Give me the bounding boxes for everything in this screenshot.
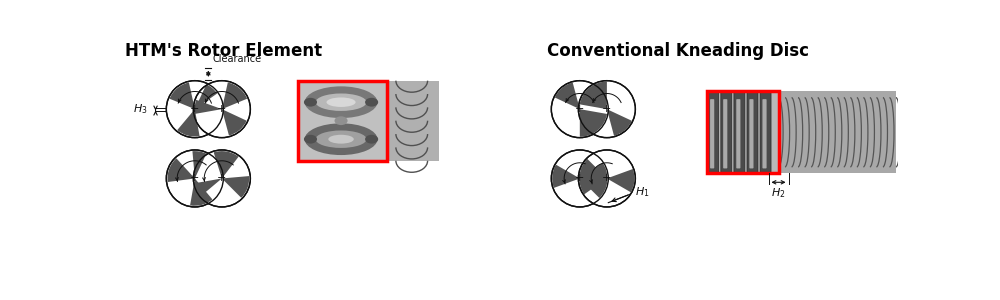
Ellipse shape	[365, 98, 378, 106]
FancyBboxPatch shape	[708, 92, 719, 172]
Wedge shape	[607, 109, 632, 136]
Ellipse shape	[305, 86, 377, 118]
FancyBboxPatch shape	[723, 99, 727, 168]
Ellipse shape	[304, 98, 317, 106]
Text: +: +	[190, 104, 200, 114]
Text: +: +	[190, 173, 200, 184]
FancyBboxPatch shape	[734, 92, 745, 172]
FancyBboxPatch shape	[747, 92, 758, 172]
Text: $H_1$: $H_1$	[635, 186, 650, 200]
Circle shape	[578, 81, 635, 138]
Ellipse shape	[305, 123, 377, 155]
Wedge shape	[579, 159, 607, 194]
Wedge shape	[195, 100, 222, 114]
Wedge shape	[222, 176, 249, 198]
Circle shape	[166, 81, 223, 138]
Wedge shape	[190, 178, 212, 206]
Wedge shape	[555, 82, 580, 109]
Text: +: +	[602, 173, 612, 184]
Circle shape	[193, 81, 250, 138]
FancyBboxPatch shape	[736, 99, 740, 168]
Bar	[298, 81, 387, 161]
Text: $H_3$: $H_3$	[133, 102, 148, 116]
Bar	[707, 92, 896, 173]
Text: $H_2$: $H_2$	[771, 186, 786, 200]
FancyBboxPatch shape	[721, 92, 732, 172]
FancyBboxPatch shape	[760, 92, 771, 172]
Ellipse shape	[328, 135, 354, 144]
Ellipse shape	[365, 135, 378, 144]
Ellipse shape	[316, 130, 367, 148]
Wedge shape	[222, 109, 247, 136]
Circle shape	[578, 150, 635, 207]
Text: Clearance: Clearance	[213, 54, 262, 64]
Bar	[387, 81, 439, 161]
Circle shape	[551, 81, 608, 138]
Text: HTM's Rotor Element: HTM's Rotor Element	[125, 42, 322, 60]
Bar	[298, 81, 387, 161]
Circle shape	[551, 150, 608, 207]
Ellipse shape	[326, 98, 356, 107]
Text: +: +	[575, 104, 585, 114]
FancyBboxPatch shape	[710, 99, 714, 168]
Bar	[779, 92, 896, 173]
Wedge shape	[580, 163, 607, 198]
Text: +: +	[602, 104, 612, 114]
Wedge shape	[607, 169, 635, 192]
Ellipse shape	[316, 94, 367, 111]
Wedge shape	[580, 82, 607, 109]
Wedge shape	[214, 151, 239, 178]
Text: +: +	[217, 173, 227, 184]
Ellipse shape	[304, 135, 317, 144]
Wedge shape	[222, 82, 247, 109]
Wedge shape	[552, 165, 580, 188]
Bar	[298, 81, 439, 161]
FancyBboxPatch shape	[749, 99, 754, 168]
Wedge shape	[170, 82, 195, 109]
Wedge shape	[167, 158, 195, 182]
Circle shape	[193, 150, 250, 207]
Text: +: +	[575, 173, 585, 184]
Circle shape	[166, 150, 223, 207]
FancyBboxPatch shape	[762, 99, 767, 168]
Wedge shape	[195, 84, 217, 109]
Ellipse shape	[334, 116, 348, 125]
Wedge shape	[177, 109, 200, 136]
Wedge shape	[192, 151, 206, 178]
Text: +: +	[217, 104, 227, 114]
Text: Conventional Kneading Disc: Conventional Kneading Disc	[547, 42, 809, 60]
Wedge shape	[580, 109, 607, 137]
Wedge shape	[195, 178, 222, 196]
Bar	[707, 92, 779, 173]
